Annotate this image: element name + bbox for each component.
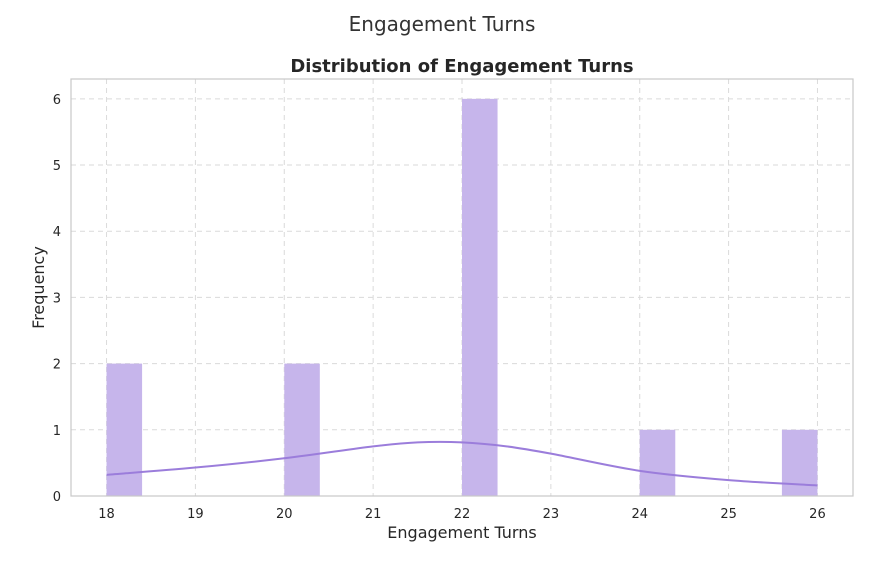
histogram-bar — [284, 363, 320, 496]
y-tick-label: 1 — [53, 424, 61, 439]
y-tick-label: 0 — [53, 490, 61, 505]
plot-frame — [70, 78, 854, 497]
x-tick-label: 19 — [187, 507, 204, 522]
histogram-bar — [462, 98, 498, 496]
x-tick-label: 26 — [809, 507, 826, 522]
x-tick-label: 22 — [454, 507, 471, 522]
y-tick-label: 3 — [53, 291, 61, 306]
histogram-bar — [639, 429, 676, 496]
y-tick-labels: 0 1 2 3 4 5 6 — [53, 93, 61, 505]
kde-curve — [106, 440, 818, 487]
x-tick-labels: 18 19 20 21 22 23 24 25 26 — [98, 507, 825, 522]
y-tick-label: 2 — [53, 358, 61, 373]
y-tick-label: 4 — [53, 225, 61, 240]
x-tick-label: 18 — [98, 507, 115, 522]
histogram-bar — [106, 363, 143, 496]
x-tick-label: 20 — [276, 507, 293, 522]
x-tick-label: 21 — [365, 507, 382, 522]
x-tick-label: 23 — [543, 507, 560, 522]
y-tick-label: 6 — [53, 93, 61, 108]
x-tick-label: 25 — [720, 507, 737, 522]
histogram-bars — [106, 98, 818, 496]
chart-title: Distribution of Engagement Turns — [290, 56, 633, 77]
x-axis-label: Engagement Turns — [387, 523, 536, 542]
y-axis-label: Frequency — [29, 246, 48, 329]
x-tick-label: 24 — [631, 507, 648, 522]
kde-curve-group — [106, 440, 818, 487]
y-tick-label: 5 — [53, 159, 61, 174]
figure-suptitle: Engagement Turns — [349, 12, 536, 36]
